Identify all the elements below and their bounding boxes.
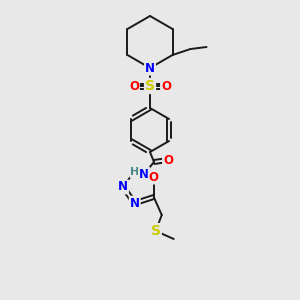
Text: O: O	[129, 80, 139, 92]
Text: O: O	[163, 154, 173, 166]
Text: N: N	[145, 61, 155, 74]
Text: N: N	[130, 197, 140, 210]
Text: O: O	[149, 170, 159, 184]
Text: O: O	[161, 80, 171, 92]
Text: S: S	[151, 224, 161, 238]
Text: N: N	[139, 167, 149, 181]
Text: N: N	[118, 181, 128, 194]
Text: S: S	[145, 79, 155, 93]
Text: H: H	[130, 167, 140, 177]
